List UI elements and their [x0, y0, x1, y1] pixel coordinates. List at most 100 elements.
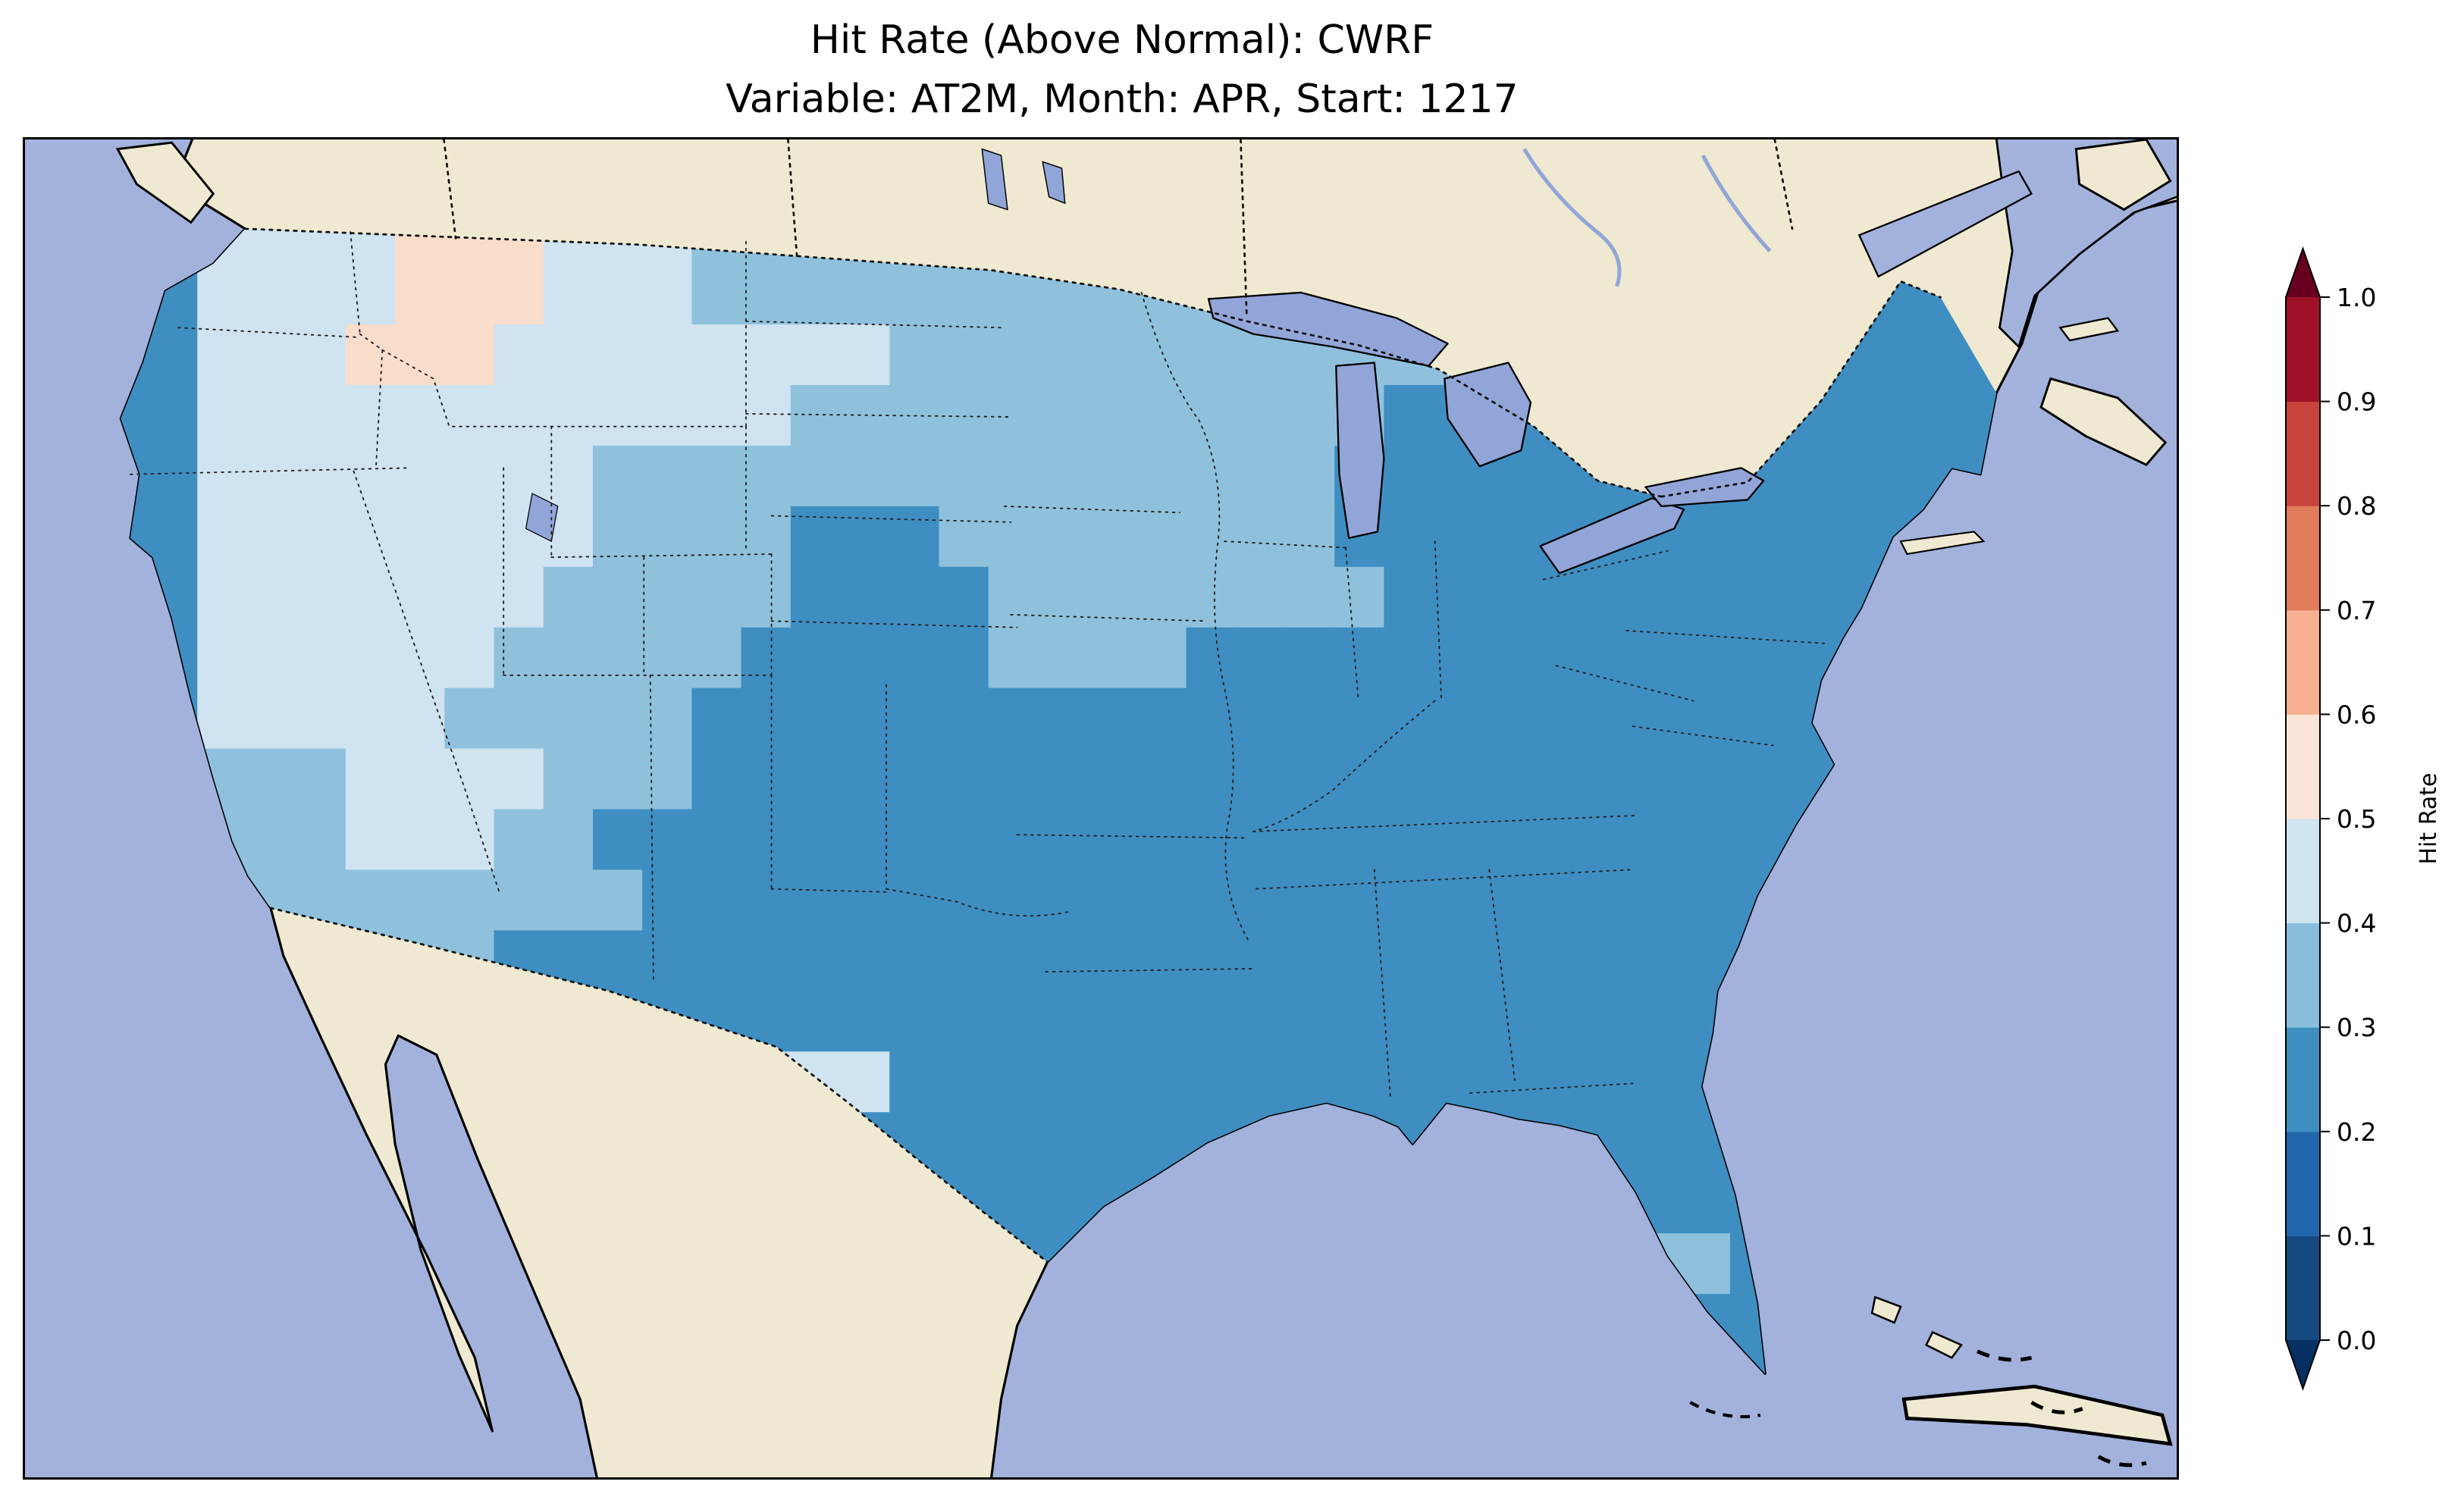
- grid-cell: [989, 324, 1039, 386]
- colorbar-tick-label: 0.1: [2337, 1221, 2376, 1251]
- colorbar-tick-label: 0.4: [2337, 909, 2376, 938]
- grid-cell: [148, 324, 198, 386]
- grid-cell: [1285, 446, 1335, 507]
- grid-cell: [1187, 810, 1237, 871]
- grid-cell: [1136, 930, 1187, 991]
- grid-cell: [444, 506, 494, 568]
- grid-cell: [939, 1051, 989, 1113]
- figure-title: Hit Rate (Above Normal): CWRF Variable: …: [0, 11, 2244, 129]
- grid-cell: [989, 446, 1039, 507]
- grid-cell: [346, 869, 396, 931]
- grid-cell: [1236, 688, 1286, 750]
- grid-cell: [1434, 567, 1484, 628]
- grid-cell: [889, 930, 939, 991]
- map-plot-area: [23, 137, 2179, 1480]
- grid-cell: [889, 324, 939, 386]
- grid-cell: [1532, 991, 1582, 1052]
- grid-cell: [346, 446, 396, 507]
- grid-cell: [1236, 869, 1286, 931]
- grid-cell: [1730, 628, 1780, 689]
- grid-cell: [1582, 991, 1632, 1052]
- grid-cell: [840, 446, 890, 507]
- grid-cell: [1384, 810, 1434, 871]
- grid-cell: [246, 688, 296, 750]
- grid-cell: [1631, 930, 1681, 991]
- colorbar-axis-label: Hit Rate: [2415, 773, 2442, 865]
- colorbar-tick-label: 0.8: [2337, 491, 2376, 521]
- grid-cell: [791, 688, 841, 750]
- grid-cell: [1879, 385, 1929, 446]
- grid-cell: [346, 810, 396, 871]
- grid-cell: [1038, 1112, 1088, 1173]
- grid-cell: [791, 869, 841, 931]
- grid-cell: [1434, 810, 1484, 871]
- grid-cell: [1879, 446, 1929, 507]
- grid-cell: [1334, 930, 1384, 991]
- colorbar-segment: [2286, 506, 2320, 610]
- grid-cell: [1829, 446, 1879, 507]
- grid-cell: [1434, 930, 1484, 991]
- grid-cell: [296, 324, 346, 386]
- grid-cell: [593, 628, 643, 689]
- grid-cell: [246, 506, 296, 568]
- grid-cell: [1087, 991, 1137, 1052]
- grid-cell: [1136, 810, 1187, 871]
- grid-cell: [741, 749, 792, 810]
- grid-cell: [1631, 567, 1681, 628]
- grid-cell: [1631, 749, 1681, 810]
- grid-cell: [1187, 385, 1237, 446]
- colorbar-segment: [2286, 923, 2320, 1028]
- grid-cell: [1136, 869, 1187, 931]
- grid-cell: [642, 324, 692, 386]
- grid-cell: [593, 749, 643, 810]
- grid-cell: [1285, 506, 1335, 568]
- grid-cell: [989, 749, 1039, 810]
- grid-cell: [1681, 628, 1731, 689]
- colorbar-segment: [2286, 1236, 2320, 1340]
- grid-cell: [691, 567, 741, 628]
- grid-cell: [691, 446, 741, 507]
- grid-cell: [642, 264, 692, 325]
- grid-cell: [939, 446, 989, 507]
- grid-cell: [1038, 385, 1088, 446]
- colorbar-tick-label: 0.0: [2337, 1326, 2376, 1355]
- grid-cell: [1187, 567, 1237, 628]
- grid-cell: [1483, 1051, 1533, 1113]
- grid-cell: [1582, 749, 1632, 810]
- grid-cell: [1236, 810, 1286, 871]
- grid-cell: [444, 324, 494, 386]
- grid-cell: [593, 810, 643, 871]
- grid-cell: [939, 264, 989, 325]
- grid-cell: [889, 446, 939, 507]
- grid-cell: [1631, 628, 1681, 689]
- grid-cell: [1136, 1051, 1187, 1113]
- grid-cell: [494, 324, 544, 386]
- conus-hit-rate-map: [25, 139, 2177, 1477]
- grid-cell: [791, 446, 841, 507]
- grid-cell: [1187, 869, 1237, 931]
- grid-cell: [989, 385, 1039, 446]
- grid-cell: [148, 446, 198, 507]
- grid-cell: [1384, 506, 1434, 568]
- grid-cell: [741, 628, 792, 689]
- grid-cell: [642, 810, 692, 871]
- grid-cell: [1038, 1173, 1088, 1234]
- grid-cell: [889, 264, 939, 325]
- grid-cell: [1236, 567, 1286, 628]
- grid-cell: [444, 628, 494, 689]
- colorbar-tick-label: 0.7: [2337, 596, 2376, 625]
- colorbar-segment: [2286, 1132, 2320, 1236]
- grid-cell: [1236, 930, 1286, 991]
- grid-cell: [544, 567, 594, 628]
- grid-cell: [1582, 567, 1632, 628]
- grid-cell: [395, 869, 445, 931]
- grid-cell: [1236, 749, 1286, 810]
- grid-cell: [1136, 324, 1187, 386]
- grid-cell: [593, 446, 643, 507]
- grid-cell: [1187, 324, 1237, 386]
- grid-cell: [1384, 446, 1434, 507]
- grid-cell: [1434, 749, 1484, 810]
- grid-cell: [939, 628, 989, 689]
- grid-cell: [1384, 385, 1434, 446]
- grid-cell: [1681, 749, 1731, 810]
